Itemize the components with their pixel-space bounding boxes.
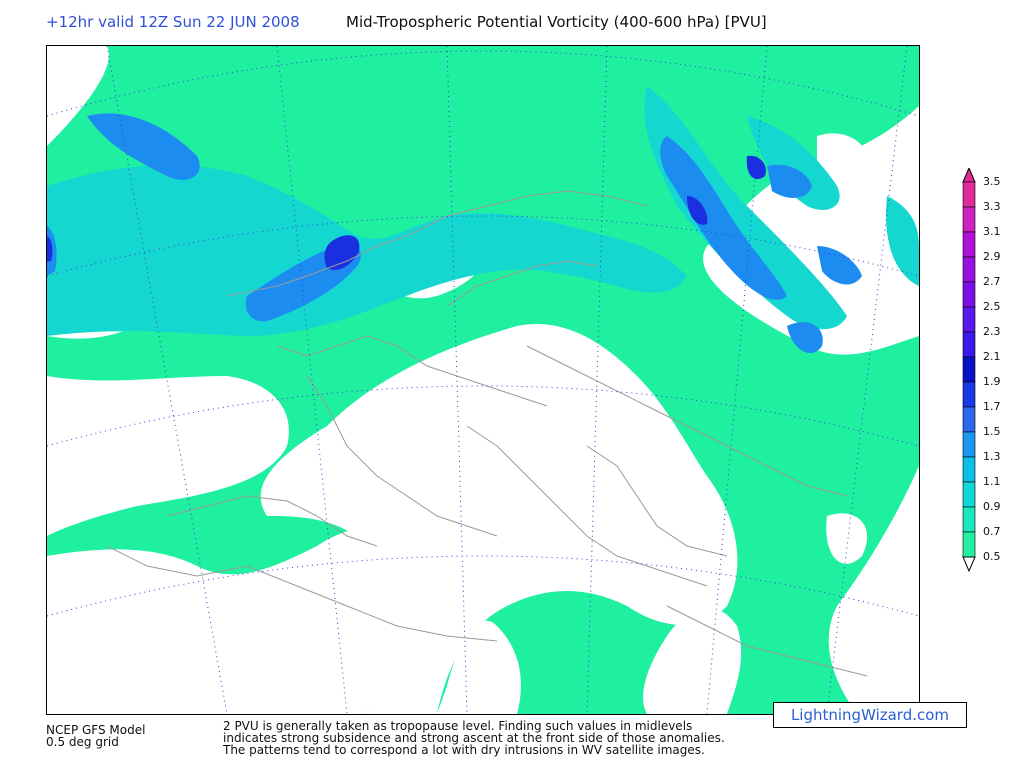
latlon-grid [47,46,919,714]
colorbar-swatch [962,181,976,208]
colorbar-tick-label: 1.7 [983,400,1001,413]
colorbar-swatch [962,456,976,483]
pv-map-svg [47,46,919,714]
colorbar-swatch [962,256,976,283]
colorbar-tick-label: 1.5 [983,425,1001,438]
pv-shading-peak [47,155,766,271]
grid-resolution: 0.5 deg grid [46,735,119,749]
colorbar-svg [962,166,976,573]
colorbar-tick-label: 1.9 [983,375,1001,388]
colorbar-tick-label: 2.1 [983,350,1001,363]
colorbar-tick-label: 2.5 [983,300,1001,313]
note-line-1: 2 PVU is generally taken as tropopause l… [223,719,693,733]
colorbar-tick-label: 1.1 [983,475,1001,488]
pv-colorbar: 3.5 3.3 3.1 2.9 2.7 2.5 2.3 2.1 1.9 1.7 1.5 1.3 1.1 0… [957,166,1017,598]
colorbar-top-arrow [962,166,976,183]
colorbar-tick-label: 2.9 [983,250,1001,263]
colorbar-tick-label: 1.3 [983,450,1001,463]
model-name: NCEP GFS Model [46,723,146,737]
colorbar-tick-label: 3.5 [983,175,1001,188]
colorbar-bottom-arrow [962,556,976,573]
brand-link[interactable]: LightningWizard.com [773,702,967,728]
valid-time-label: +12hr valid 12Z Sun 22 JUN 2008 [46,13,300,31]
colorbar-swatch [962,356,976,383]
colorbar-tick-label: 0.5 [983,550,1001,563]
colorbar-swatch [962,281,976,308]
colorbar-swatch [962,406,976,433]
colorbar-swatch [962,331,976,358]
colorbar-swatch [962,306,976,333]
colorbar-tick-label: 3.1 [983,225,1001,238]
colorbar-tick-label: 0.7 [983,525,1001,538]
colorbar-swatch [962,231,976,258]
colorbar-swatch [962,531,976,558]
colorbar-tick-label: 2.3 [983,325,1001,338]
colorbar-swatch [962,431,976,458]
model-info: NCEP GFS Model 0.5 deg grid [46,724,145,748]
note-line-3: The patterns tend to correspond a lot wi… [223,743,705,757]
pv-gaps [47,133,869,714]
pv-map [46,45,920,715]
country-borders [106,190,868,677]
colorbar-swatch [962,381,976,408]
map-title: Mid-Tropospheric Potential Vorticity (40… [346,13,767,31]
pv-notes: 2 PVU is generally taken as tropopause l… [223,720,725,756]
colorbar-tick-label: 0.9 [983,500,1001,513]
note-line-2: indicates strong subsidence and strong a… [223,731,725,745]
colorbar-swatch [962,481,976,508]
colorbar-swatch [962,206,976,233]
colorbar-tick-label: 2.7 [983,275,1001,288]
colorbar-tick-label: 3.3 [983,200,1001,213]
colorbar-swatch [962,506,976,533]
